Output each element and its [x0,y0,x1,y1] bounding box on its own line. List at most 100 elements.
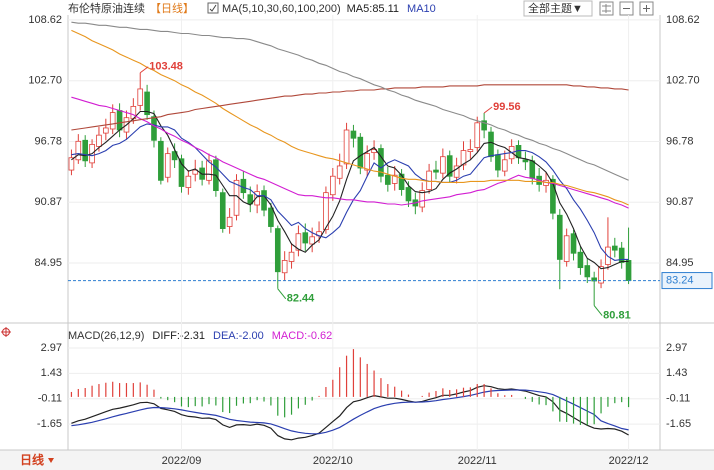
legend-entry: DIFF:-2.31 [152,330,205,342]
y-tick-label: 90.87 [666,196,694,208]
x-tick-label: 2022/11 [458,455,497,467]
y-tick-label: 96.78 [666,135,694,147]
candle-body [137,88,144,106]
y-tick-label: 2.97 [41,342,62,354]
candle-body [453,165,460,178]
moving-average-line [71,84,629,131]
candle-body [598,266,604,284]
extreme-label: 80.81 [603,309,631,321]
ma-label: MA(5,10,30,60,100,200) [222,3,341,15]
candle-body [82,139,89,162]
candle-body [206,160,212,181]
candle-body [433,169,439,173]
y-tick-label: 102.70 [28,75,62,87]
y-tick-label: 102.70 [666,75,700,87]
candle-body [116,110,123,131]
y-tick-label: 90.87 [34,196,62,208]
moving-average-line [71,123,629,261]
extreme-leader [139,66,149,74]
candle-body [556,214,563,260]
candle-body [391,174,398,184]
period-label: 【日线】 [150,1,194,15]
candle-body [343,129,350,165]
candle-body [625,260,632,281]
extreme-label: 82.44 [287,293,315,305]
y-tick-label: 2.97 [666,342,687,354]
legend-entry: MA10 [407,3,436,15]
last-price-label: 83.24 [666,274,694,286]
candle-body [611,245,618,251]
ma-toggle[interactable] [207,2,219,14]
candle-body [481,120,487,131]
moving-average-line [71,29,629,206]
theme-button[interactable] [523,0,593,17]
candle-body [109,112,116,130]
extreme-label: 99.56 [493,101,521,113]
period-button[interactable]: 日线 [20,452,44,467]
candle-body [440,156,446,174]
candle-body [302,232,309,244]
y-tick-label: 84.95 [666,257,694,269]
legend-entry: DEA:-2.00 [213,330,264,342]
settings-cross [1,327,11,337]
candle-body [68,157,75,171]
candle-body [474,122,481,148]
candle-body [495,154,501,171]
candle-body [295,233,302,251]
candle-body [96,134,102,147]
candle-body [446,155,453,177]
x-tick-label: 2022/09 [162,455,202,467]
moving-average-line [71,96,629,209]
candle-body [398,173,405,190]
theme-button-label: 全部主题▼ [528,1,583,15]
candle-body [158,140,164,181]
candle-body [529,160,536,179]
extreme-leader [277,288,287,300]
candle-body [240,178,247,194]
extreme-label: 103.48 [149,61,183,73]
macd-line [71,385,629,441]
extreme-leader [593,305,603,316]
macd-legend: DIFF:-2.31 DEA:-2.00 MACD:-0.62 [152,330,332,342]
candle-body [185,175,192,188]
candle-body [460,150,467,166]
macd-line [71,389,629,435]
candle-body [570,233,577,254]
candle-body [281,260,288,274]
settings-icon[interactable] [1,327,11,337]
y-tick-label: 1.43 [666,367,687,379]
candle-body [254,191,260,206]
candle-body [385,174,391,185]
candle-body [268,207,274,227]
candle-body [563,235,570,262]
ma-legend: MA5:85.11 MA10 [347,3,436,15]
ma-toggle-check [209,4,217,12]
candle-body [247,194,254,205]
y-tick-label: -1.65 [666,418,691,430]
y-tick-label: -0.11 [38,393,62,405]
header: 布伦特原油连续 【日线】 MA(5,10,30,60,100,200) MA5:… [68,0,654,17]
last-price-box [661,272,713,290]
extreme-leader [483,106,493,114]
candle-body [192,169,199,175]
candle-body [419,190,426,208]
candle-body [164,153,171,178]
macd-title: MACD(26,12,9) [68,330,144,342]
candle-body [309,236,315,245]
candle-body [274,228,281,273]
y-tick-label: 108.62 [28,14,62,26]
candle-body [577,251,584,269]
y-tick-label: -0.11 [666,393,690,405]
grid-icon [602,4,611,13]
candle-body [364,153,371,171]
y-tick-label: 108.62 [666,14,700,26]
footer-bar [0,450,714,470]
candle-body [75,140,82,161]
candle-body [488,131,494,158]
plus-icon [643,5,650,12]
candle-body [261,190,267,211]
candle-body [618,247,625,263]
instrument-title: 布伦特原油连续 [68,1,145,15]
y-tick-label: 1.43 [41,367,62,379]
